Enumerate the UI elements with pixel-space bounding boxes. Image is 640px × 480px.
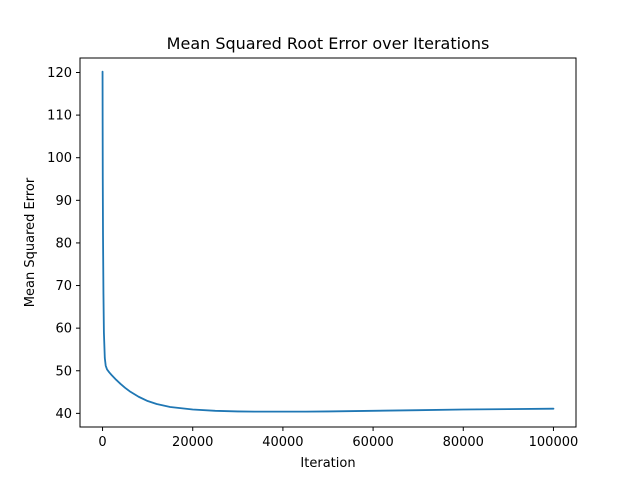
x-tick-label: 80000 [443,435,484,450]
x-tick-label: 40000 [262,435,303,450]
y-tick-label: 60 [55,322,72,337]
y-axis-label: Mean Squared Error [23,177,38,307]
y-tick-label: 40 [55,407,72,422]
x-tick-label: 20000 [172,435,213,450]
y-tick-label: 50 [55,364,72,379]
y-tick-label: 90 [55,194,72,209]
y-tick-label: 80 [55,236,72,251]
plot-frame [79,57,577,428]
x-tick-label: 0 [98,435,106,450]
x-axis: 0 20000 40000 60000 80000 100000 [98,427,578,450]
y-axis: 40 50 60 70 80 90 100 110 120 [47,66,80,422]
y-tick-label: 110 [47,109,72,124]
y-tick-label: 100 [47,151,72,166]
series-line [101,70,555,413]
x-tick-label: 60000 [352,435,393,450]
chart-title: Mean Squared Root Error over Iterations [167,34,490,53]
series-layer [101,70,555,413]
x-tick-label: 100000 [529,435,579,450]
x-axis-label: Iteration [300,456,355,471]
y-tick-label: 70 [55,279,72,294]
y-tick-label: 120 [47,66,72,81]
